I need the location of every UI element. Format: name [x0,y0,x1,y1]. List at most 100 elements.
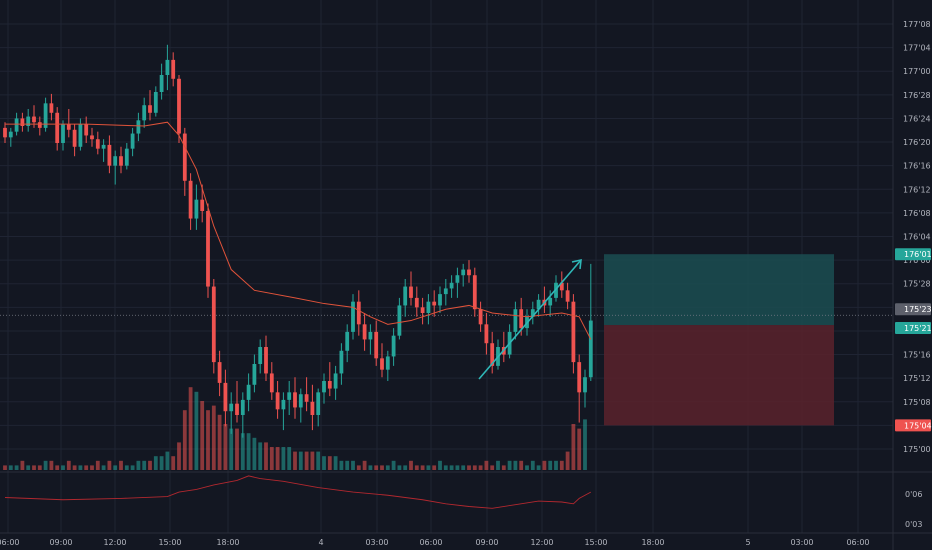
volume-bar [119,460,123,470]
volume-bar [72,465,77,470]
x-tick-label: 12:00 [103,538,126,547]
candle-body [298,394,303,408]
price-tag-label: 175'21 [904,324,932,333]
volume-bar [548,460,553,470]
volume-bar [351,460,355,470]
trend-arrow-drawing[interactable] [478,258,582,380]
volume-bar [304,451,309,470]
candle-body [95,139,100,149]
volume-bar [542,460,547,470]
volume-bar [403,465,408,470]
volume-bar [148,460,152,470]
volume-bar [496,460,500,470]
volume-bar [235,428,239,470]
candle-body [513,309,518,332]
y-tick-label: 175'28 [903,280,931,289]
candle-body [258,347,263,364]
x-tick-label: 15:00 [584,538,607,547]
candle-body [304,394,309,402]
candle-body [130,133,135,149]
ma-polyline [5,121,592,340]
volume-bar [275,447,280,470]
candle-body [165,59,170,75]
candle-body [374,331,379,359]
volume-bar [333,456,338,470]
volume-bar [200,401,205,470]
volume-bar [217,414,222,470]
volume-bar [536,465,541,470]
candle-body [78,124,83,147]
candle-body [217,362,222,383]
volume-bar [380,465,384,470]
time-axis[interactable]: 06:00 09:00 12:00 15:00 18:00 4 03:00 06:00 09:0… [0,538,870,547]
y-tick-label: 177'00 [903,67,931,76]
y-tick-label: 176'00 [903,256,931,265]
candle-body [443,288,448,295]
volume-bar [414,465,419,470]
oscillator-tick-label: 0'03 [905,520,922,529]
candle-body [211,286,216,363]
volume-bar [252,437,257,470]
candle-body [37,122,42,128]
candle-body [66,124,71,130]
volume-bar [37,465,42,470]
volume-bar [124,465,129,470]
candle-body [113,156,118,166]
volume-bar [287,447,292,470]
volume-bar [49,460,54,470]
profit-zone [604,254,834,326]
position-zones[interactable] [0,254,893,426]
y-tick-label: 177'04 [903,44,931,53]
candle-body [322,381,326,393]
volume-bar [391,460,396,470]
price-tag-box [895,248,931,261]
volume-bar [554,460,558,470]
candle-body [356,301,361,325]
price-tags: 176'01 175'23 175'21 175'04 [895,248,932,432]
y-tick-label: 176'16 [903,162,931,171]
volume-bar [478,465,483,470]
candle-body [107,144,112,166]
volume-bar [519,460,524,470]
volume-bar [426,465,431,470]
oscillator-tick-label: 0'06 [905,490,922,499]
volume-bar [397,465,402,470]
volume-bar [113,465,118,470]
volume-bar [449,465,454,470]
volume-bar [322,456,326,470]
volume-bar [316,451,321,470]
volume-bar [246,433,251,470]
volume-bar [455,465,460,470]
x-tick-label: 18:00 [641,538,664,547]
candle-body [519,309,524,329]
candle-body [345,331,350,351]
x-tick-label: 06:00 [846,538,869,547]
candle-body [490,343,495,366]
candle-body [548,297,553,306]
candle-body [32,116,36,123]
volume-bar [84,465,89,470]
volume-bar [490,465,495,470]
y-tick-label: 175'16 [903,351,931,360]
candle-body [397,305,402,336]
volume-bar [182,410,187,470]
volume-bar [55,465,60,470]
volume-bar [240,433,245,470]
volume-bar [61,465,65,470]
candle-body [26,116,31,126]
candle-body [194,199,199,219]
volume-bar [339,460,344,470]
volume-bar [101,465,106,470]
candle-body [20,118,25,126]
volume-bar [356,465,361,470]
volume-bar [264,442,268,470]
candle-body [403,286,408,306]
volume-bar [194,391,199,470]
candle-body [438,294,442,306]
y-tick-label: 176'28 [903,91,931,100]
volume-bar [171,456,176,470]
candle-body [49,103,54,113]
candle-body [72,129,77,147]
volume-bar [95,460,100,470]
